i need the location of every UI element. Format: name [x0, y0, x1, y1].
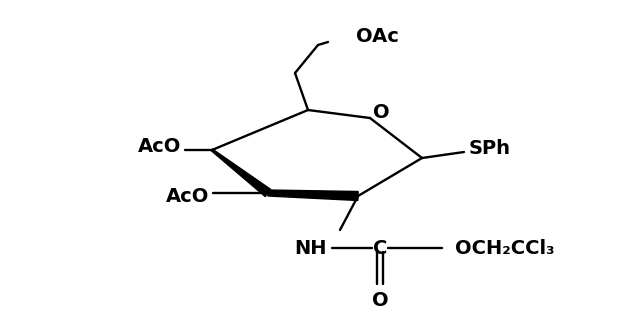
Text: C: C [373, 239, 387, 258]
Polygon shape [212, 149, 271, 197]
Text: AcO: AcO [138, 138, 181, 156]
Text: NH: NH [294, 239, 326, 258]
Text: SPh: SPh [469, 140, 511, 158]
Text: AcO: AcO [165, 186, 209, 205]
Text: O: O [372, 290, 388, 309]
Polygon shape [268, 190, 358, 200]
Text: O: O [373, 103, 389, 123]
Text: OAc: OAc [356, 27, 399, 47]
Text: OCH₂CCl₃: OCH₂CCl₃ [455, 239, 555, 258]
